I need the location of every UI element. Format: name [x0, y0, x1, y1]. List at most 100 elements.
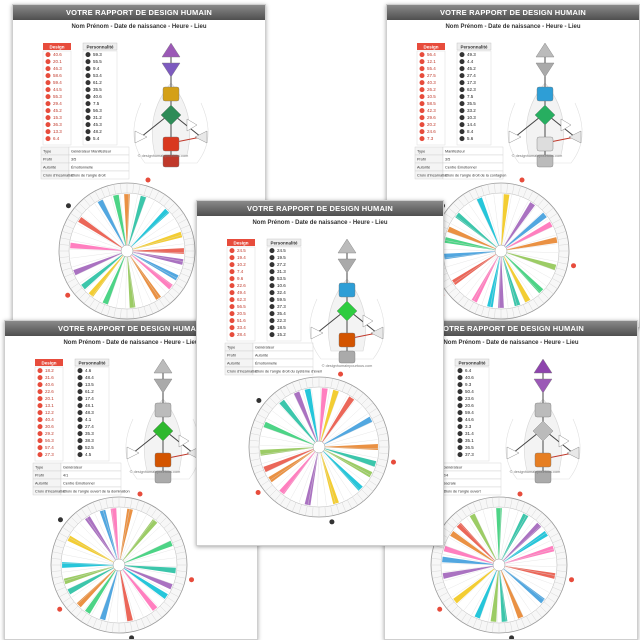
report-page-center: VOTRE RAPPORT DE DESIGN HUMAIN Nom Préno…	[196, 200, 444, 546]
gate-tick	[474, 304, 479, 314]
gate-tick	[174, 581, 185, 585]
personality-value: 18.5	[277, 325, 286, 330]
root-center	[536, 154, 554, 168]
info-label: Type	[227, 346, 235, 350]
wheel-line	[318, 406, 363, 448]
planet-icon	[459, 101, 465, 107]
gate-tick	[533, 194, 539, 203]
wheel-line	[70, 250, 128, 259]
gate-tick	[521, 502, 526, 512]
wheel-line	[126, 250, 184, 253]
design-value: 56.3	[45, 438, 54, 443]
report-title: VOTRE RAPPORT DE DESIGN HUMAIN	[387, 5, 639, 20]
personality-value: 40.6	[465, 375, 474, 380]
design-label: Design	[233, 241, 248, 246]
wheel-line	[484, 196, 502, 252]
planet-icon	[457, 396, 463, 402]
design-header	[417, 43, 445, 50]
wheel-ray	[102, 251, 127, 305]
info-value: Croix de l'angle droit	[71, 174, 106, 178]
design-value: 12.1	[427, 59, 436, 64]
planet-icon	[229, 283, 235, 289]
personality-value: 32.4	[277, 290, 286, 295]
gate-tick	[178, 278, 188, 284]
gate-tick	[159, 299, 165, 308]
info-table: Type Générateur Profil Autorité Autorité Émot…	[224, 342, 322, 376]
head-center	[161, 42, 181, 58]
gate-tick	[61, 267, 72, 271]
wheel-line	[126, 250, 167, 293]
wheel-line	[498, 525, 541, 566]
design-value: 49.4	[237, 290, 246, 295]
design-value: 56.4	[427, 52, 436, 57]
gate-tick	[450, 516, 459, 525]
gate-tick	[254, 469, 264, 474]
gate-tick	[436, 587, 446, 592]
wheel-line	[318, 388, 321, 448]
wheel-line	[116, 250, 128, 308]
planet-icon	[419, 94, 425, 100]
gate-tick	[171, 287, 180, 295]
wheel-line	[79, 250, 128, 284]
gate-tick	[550, 532, 560, 538]
info-label: Autorité	[227, 362, 240, 366]
gate-tick	[550, 592, 560, 598]
wheel-line	[79, 523, 120, 566]
planet-icon	[269, 325, 275, 331]
gate-tick	[120, 308, 122, 319]
gate-tick	[51, 558, 62, 560]
personality-label: Personnalité	[86, 45, 114, 50]
planet-icon	[419, 115, 425, 121]
planet-icon	[45, 129, 51, 135]
wheel-ray	[447, 226, 501, 251]
planet-icon	[269, 248, 275, 254]
gate-tick	[554, 273, 564, 278]
wheel-line	[498, 564, 553, 585]
wheel-line	[126, 194, 138, 252]
planet-icon	[45, 73, 51, 79]
gate-tick	[52, 551, 63, 554]
wheel-line	[126, 226, 179, 252]
gate-tick	[452, 202, 461, 211]
personality-value: 9.4	[93, 66, 100, 71]
wheel-ray	[85, 565, 119, 614]
planet-icon	[419, 136, 425, 142]
wheel-line	[500, 250, 509, 308]
gate-tick	[555, 576, 566, 579]
wheel-line	[272, 410, 320, 448]
gate-tick	[175, 213, 184, 219]
gate-tick	[549, 283, 558, 289]
planet-icon	[77, 389, 83, 395]
gate-tick	[78, 202, 87, 211]
wheel-ray	[501, 251, 531, 303]
gate-tick	[552, 278, 562, 284]
design-label: Design	[49, 45, 64, 50]
gate-tick	[371, 413, 381, 419]
gate-tick	[455, 512, 463, 521]
planet-icon	[37, 452, 43, 458]
wheel-line	[67, 564, 120, 590]
gate-tick	[492, 497, 494, 508]
wheel-line	[500, 250, 552, 279]
gate-tick	[167, 527, 176, 533]
gate-tick	[446, 521, 455, 529]
gate-tick	[89, 194, 95, 203]
wheel-line	[126, 211, 169, 252]
gate-tick	[368, 480, 378, 487]
gate-tick	[89, 299, 95, 308]
gate-tick	[130, 498, 133, 509]
gate-tick	[151, 613, 157, 622]
gate-tick	[512, 184, 515, 195]
personality-value: 61.2	[85, 389, 94, 394]
planet-icon	[229, 325, 235, 331]
gate-tick	[528, 302, 534, 312]
personality-value: 22.3	[277, 318, 286, 323]
wheel-line	[126, 250, 173, 287]
personality-value: 19.5	[277, 255, 286, 260]
gate-tick	[547, 527, 556, 533]
planet-icon	[85, 94, 91, 100]
wheel-center	[492, 558, 506, 572]
wheel-line	[260, 435, 320, 448]
wheel-line	[126, 200, 155, 252]
planet-icon	[77, 396, 83, 402]
